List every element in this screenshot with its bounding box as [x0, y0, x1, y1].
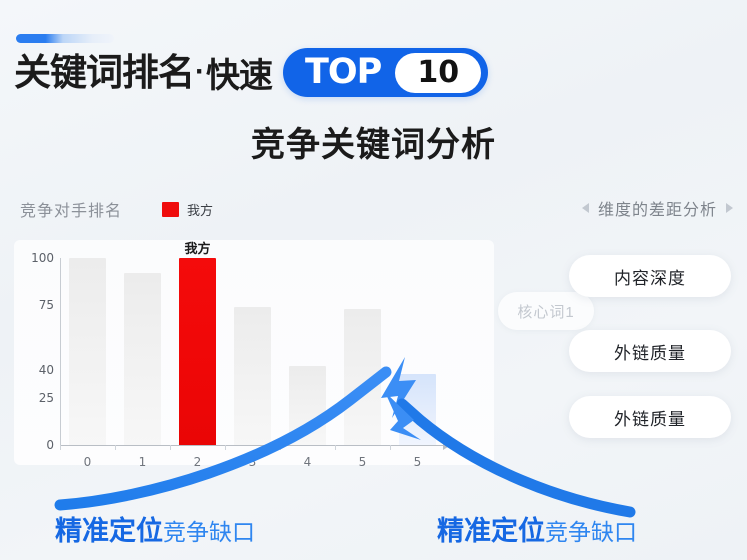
x-tick-label-5: 5	[358, 455, 367, 469]
x-tick-mark-1	[115, 445, 116, 450]
x-tick-label-1: 1	[138, 455, 147, 469]
x-tick-mark-0	[60, 445, 61, 450]
top-badge-word: TOP	[305, 52, 382, 92]
ghost-keyword-pill[interactable]: 核心词1	[498, 292, 594, 330]
dimension-pill-label-1: 外链质量	[614, 343, 686, 363]
caption-right-soft: 竞争缺口	[545, 519, 637, 545]
dimension-panel-header: 维度的差距分析	[581, 196, 733, 220]
legend-swatch-icon	[162, 201, 180, 217]
x-tick-label-0: 0	[83, 455, 92, 469]
chart-bar-0	[69, 258, 106, 445]
dimension-pill-0[interactable]: 内容深度	[569, 255, 731, 297]
x-tick-mark-3	[225, 445, 226, 450]
top-rank-badge: TOP 10	[283, 48, 489, 97]
x-tick-mark-5	[335, 445, 336, 450]
caption-right: 精准定位 竞争缺口	[437, 509, 637, 548]
legend-label: 我方	[187, 202, 214, 218]
chart-header: 竞争对手排名 我方	[20, 197, 213, 221]
y-tick-4: 0	[46, 438, 54, 452]
ghost-keyword-label: 核心词1	[517, 303, 575, 321]
y-tick-2: 40	[38, 363, 54, 378]
dimension-pill-label-0: 内容深度	[614, 268, 686, 288]
accent-bar	[16, 34, 114, 43]
chart-y-axis-line	[60, 258, 61, 445]
x-tick-label-6: 5	[413, 455, 422, 469]
y-tick-1: 75	[38, 297, 54, 312]
chart-title: 竞争对手排名	[20, 203, 123, 220]
dimension-pill-label-2: 外链质量	[614, 409, 686, 429]
x-tick-mark-4	[280, 445, 281, 450]
y-tick-3: 25	[38, 391, 54, 406]
page-subtitle: 竞争关键词分析	[251, 126, 496, 164]
dimension-panel-title: 维度的差距分析	[597, 202, 717, 219]
x-tick-label-2: 2	[193, 455, 202, 469]
chart-bar-3	[234, 306, 271, 445]
title-fast-text: 快速	[206, 56, 273, 95]
chart-legend: 我方	[162, 200, 213, 219]
chart-y-axis: 100 75 40 25 0	[14, 240, 60, 452]
top-badge-pill: 10	[395, 52, 482, 93]
chart-x-axis-line	[60, 445, 445, 446]
chart-bar-5	[344, 308, 381, 445]
dimension-pill-1[interactable]: 外链质量	[569, 330, 731, 372]
page-title: 关键词排名 · 快速	[14, 46, 273, 98]
caption-right-strong: 精准定位	[437, 516, 545, 546]
chart-bar-1	[124, 272, 161, 445]
chart-bar-6	[399, 373, 436, 445]
caption-left-strong: 精准定位	[55, 516, 163, 546]
chart-bar-2	[179, 258, 216, 445]
top-badge-number: 10	[417, 54, 460, 90]
chevron-right-icon	[726, 203, 733, 213]
x-tick-mark-6	[390, 445, 391, 450]
x-tick-label-3: 3	[248, 455, 257, 469]
caption-left-soft: 竞争缺口	[163, 519, 255, 545]
title-separator-dot: ·	[195, 55, 205, 88]
caption-left: 精准定位 竞争缺口	[55, 509, 255, 548]
title-main-text: 关键词排名	[14, 51, 195, 93]
chevron-left-icon	[581, 203, 589, 213]
x-tick-mark-2	[170, 445, 171, 450]
highlight-bar-label: 我方	[184, 241, 211, 256]
chart-bar-4	[289, 366, 326, 445]
y-tick-0: 100	[31, 251, 54, 265]
dimension-pill-2[interactable]: 外链质量	[569, 396, 731, 438]
x-tick-label-4: 4	[303, 455, 312, 469]
chart-plot-area	[60, 258, 445, 445]
